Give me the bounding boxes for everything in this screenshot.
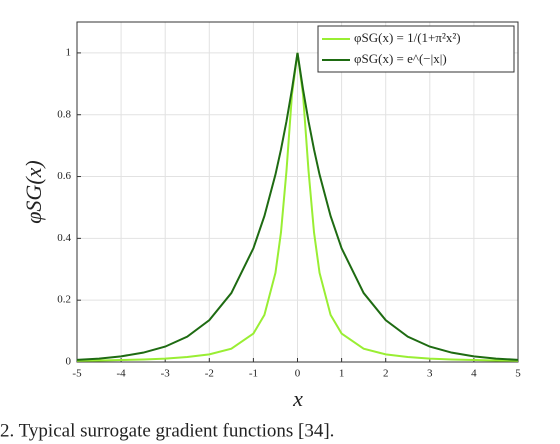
legend-label: φSG(x) = e^(−|x|)	[354, 51, 447, 66]
y-tick-label: 0.8	[57, 108, 71, 120]
legend-box	[317, 25, 515, 73]
x-tick-label: 4	[471, 368, 477, 380]
x-tick-label: -1	[249, 368, 258, 380]
legend-label: φSG(x) = 1/(1+π²x²)	[354, 30, 461, 45]
x-tick-label: -5	[72, 368, 82, 380]
y-tick-label: 1	[66, 46, 72, 58]
caption: 2. Typical surrogate gradient functions …	[0, 420, 334, 441]
x-tick-label: -4	[117, 368, 127, 380]
x-axis-label: x	[292, 386, 303, 411]
y-tick-label: 0.4	[57, 232, 71, 244]
y-tick-label: 0.6	[57, 170, 71, 182]
y-tick-label: 0.2	[57, 294, 71, 306]
x-tick-label: 1	[339, 368, 345, 380]
x-tick-label: 0	[295, 368, 301, 380]
x-tick-label: 5	[515, 368, 521, 380]
line	[76, 52, 519, 361]
x-tick-label: -3	[161, 368, 171, 380]
y-tick-label: 0	[66, 356, 72, 368]
x-tick-label: 3	[427, 368, 433, 380]
x-tick-label: -2	[205, 368, 214, 380]
x-tick-label: 2	[383, 368, 389, 380]
y-axis-label: φSG(x)	[21, 160, 46, 223]
plot-frame	[76, 21, 519, 363]
